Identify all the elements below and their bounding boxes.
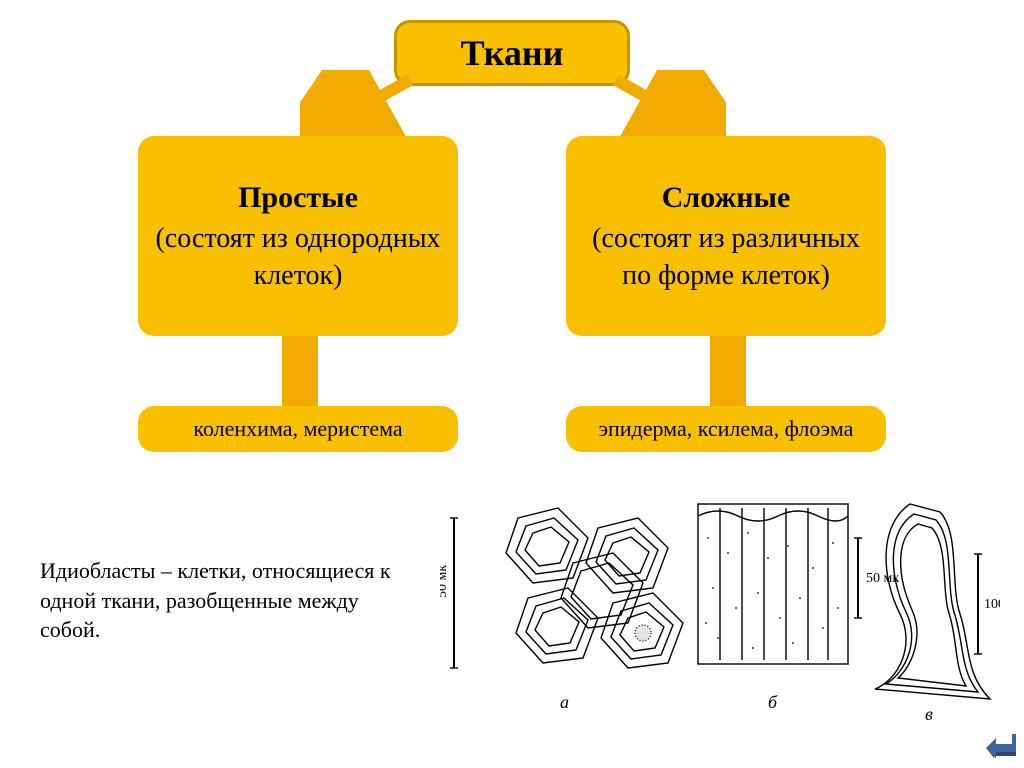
return-icon[interactable] xyxy=(982,730,1016,760)
arrow-simple-down xyxy=(282,336,318,406)
title-text: Ткани xyxy=(461,32,564,74)
examples-complex-box: эпидерма, ксилема, флоэма xyxy=(566,406,886,452)
panel-b-label: б xyxy=(768,692,778,712)
category-simple-box: Простые (состоят из однородных клеток) xyxy=(138,136,458,336)
tissue-illustration: 50 мк xyxy=(440,478,1000,730)
category-complex-box: Сложные (состоят из различных по форме к… xyxy=(566,136,886,336)
scale-a-label: 50 мк xyxy=(440,565,450,598)
scale-c-label: 100 мк xyxy=(984,597,1000,612)
title-box: Ткани xyxy=(394,20,630,86)
panel-c-label: в xyxy=(925,704,933,724)
arrow-complex-down xyxy=(710,336,746,406)
panel-a-label: а xyxy=(560,692,569,712)
category-simple-head: Простые xyxy=(238,178,358,217)
examples-simple-text: коленхима, меристема xyxy=(193,416,402,442)
category-complex-head: Сложные xyxy=(662,178,791,217)
note-idioblasts: Идиобласты – клетки, относящиеся к одной… xyxy=(40,556,400,645)
examples-simple-box: коленхима, меристема xyxy=(138,406,458,452)
examples-complex-text: эпидерма, ксилема, флоэма xyxy=(599,416,854,442)
category-simple-body: (состоят из однородных клеток) xyxy=(150,221,446,294)
category-complex-body: (состоят из различных по форме клеток) xyxy=(578,221,874,294)
